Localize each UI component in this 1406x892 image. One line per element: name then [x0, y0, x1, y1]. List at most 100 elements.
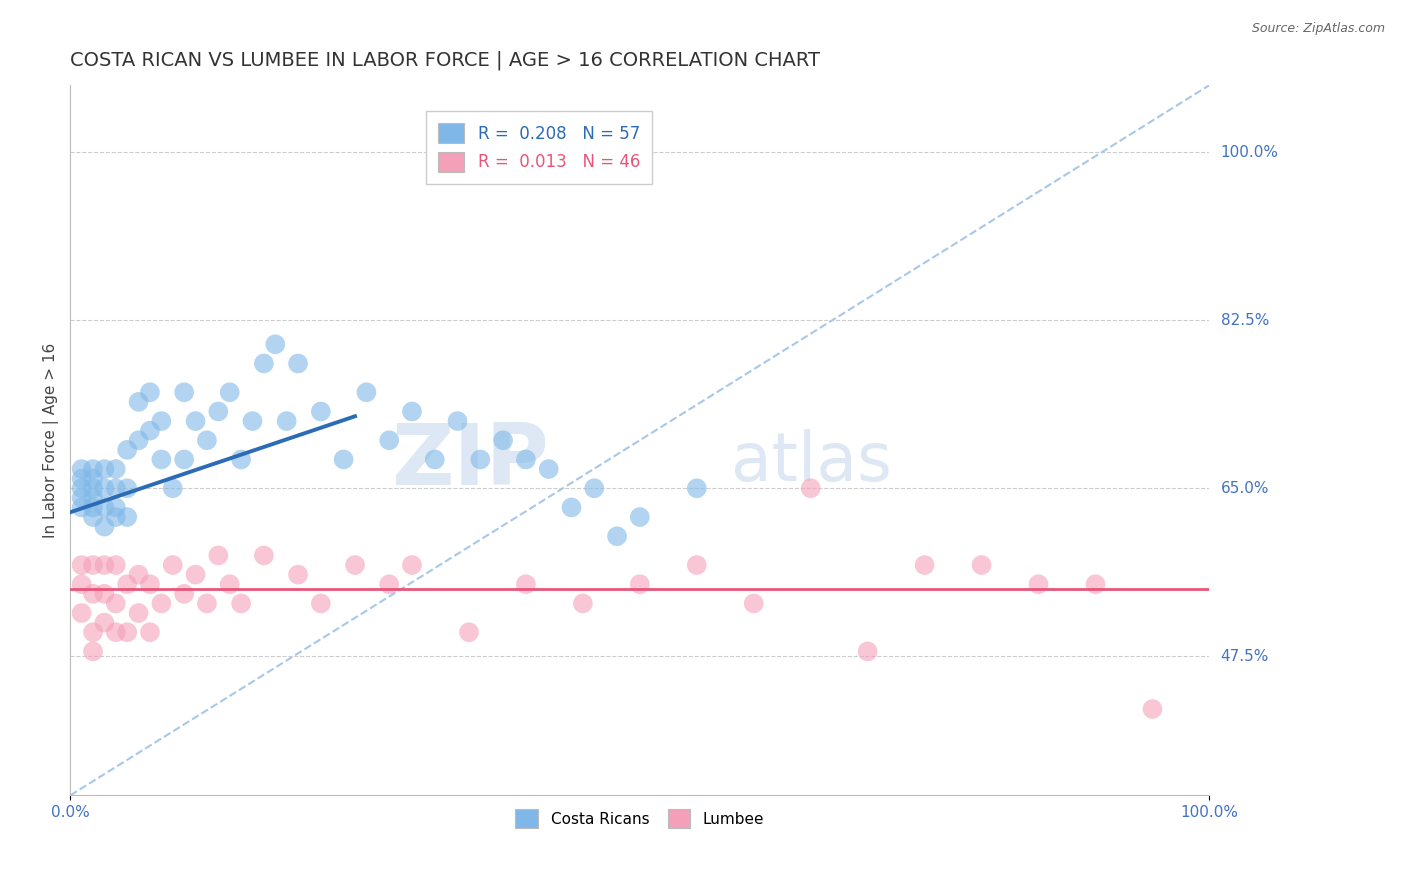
Point	[572, 596, 595, 610]
Point	[686, 558, 709, 572]
Point	[104, 558, 127, 572]
Point	[515, 577, 537, 591]
Point	[82, 481, 104, 495]
Point	[82, 625, 104, 640]
Point	[583, 481, 606, 495]
Point	[287, 356, 309, 370]
Point	[800, 481, 823, 495]
Point	[70, 606, 93, 620]
Point	[115, 577, 138, 591]
Text: 82.5%: 82.5%	[1220, 313, 1268, 327]
Point	[332, 452, 354, 467]
Point	[139, 424, 162, 438]
Point	[82, 472, 104, 486]
Point	[401, 558, 423, 572]
Point	[115, 510, 138, 524]
Point	[128, 567, 150, 582]
Point	[515, 452, 537, 467]
Point	[242, 414, 264, 428]
Point	[344, 558, 367, 572]
Point	[104, 510, 127, 524]
Point	[128, 395, 150, 409]
Point	[93, 462, 115, 476]
Point	[1142, 702, 1164, 716]
Point	[115, 625, 138, 640]
Point	[560, 500, 582, 515]
Point	[150, 452, 173, 467]
Point	[378, 577, 401, 591]
Point	[207, 549, 229, 563]
Point	[686, 481, 709, 495]
Point	[378, 434, 401, 448]
Text: atlas: atlas	[731, 428, 891, 494]
Point	[184, 414, 207, 428]
Point	[195, 434, 218, 448]
Legend: Costa Ricans, Lumbee: Costa Ricans, Lumbee	[509, 803, 770, 834]
Point	[70, 577, 93, 591]
Point	[287, 567, 309, 582]
Point	[104, 596, 127, 610]
Point	[207, 404, 229, 418]
Point	[93, 481, 115, 495]
Point	[93, 615, 115, 630]
Point	[309, 596, 332, 610]
Point	[82, 462, 104, 476]
Point	[173, 385, 195, 400]
Point	[628, 577, 651, 591]
Point	[115, 481, 138, 495]
Point	[470, 452, 492, 467]
Point	[70, 462, 93, 476]
Point	[229, 452, 252, 467]
Point	[1084, 577, 1107, 591]
Point	[93, 587, 115, 601]
Point	[104, 500, 127, 515]
Point	[970, 558, 993, 572]
Point	[115, 442, 138, 457]
Point	[253, 356, 276, 370]
Point	[150, 596, 173, 610]
Point	[1028, 577, 1050, 591]
Point	[856, 644, 879, 658]
Point	[70, 500, 93, 515]
Point	[82, 510, 104, 524]
Point	[128, 434, 150, 448]
Point	[139, 625, 162, 640]
Point	[742, 596, 765, 610]
Point	[309, 404, 332, 418]
Point	[104, 625, 127, 640]
Point	[356, 385, 378, 400]
Point	[537, 462, 560, 476]
Point	[492, 434, 515, 448]
Point	[70, 491, 93, 505]
Point	[606, 529, 628, 543]
Point	[423, 452, 446, 467]
Point	[82, 491, 104, 505]
Point	[195, 596, 218, 610]
Point	[229, 596, 252, 610]
Point	[162, 481, 184, 495]
Point	[93, 519, 115, 533]
Point	[184, 567, 207, 582]
Point	[446, 414, 468, 428]
Text: 47.5%: 47.5%	[1220, 648, 1268, 664]
Point	[264, 337, 287, 351]
Point	[82, 644, 104, 658]
Point	[70, 472, 93, 486]
Point	[914, 558, 936, 572]
Point	[70, 558, 93, 572]
Point	[82, 558, 104, 572]
Text: 65.0%: 65.0%	[1220, 481, 1270, 496]
Point	[253, 549, 276, 563]
Point	[139, 385, 162, 400]
Point	[104, 481, 127, 495]
Point	[218, 385, 240, 400]
Point	[104, 462, 127, 476]
Point	[173, 587, 195, 601]
Point	[628, 510, 651, 524]
Y-axis label: In Labor Force | Age > 16: In Labor Force | Age > 16	[44, 343, 59, 538]
Point	[128, 606, 150, 620]
Text: COSTA RICAN VS LUMBEE IN LABOR FORCE | AGE > 16 CORRELATION CHART: COSTA RICAN VS LUMBEE IN LABOR FORCE | A…	[70, 51, 820, 70]
Point	[93, 558, 115, 572]
Point	[93, 500, 115, 515]
Text: 100.0%: 100.0%	[1220, 145, 1278, 160]
